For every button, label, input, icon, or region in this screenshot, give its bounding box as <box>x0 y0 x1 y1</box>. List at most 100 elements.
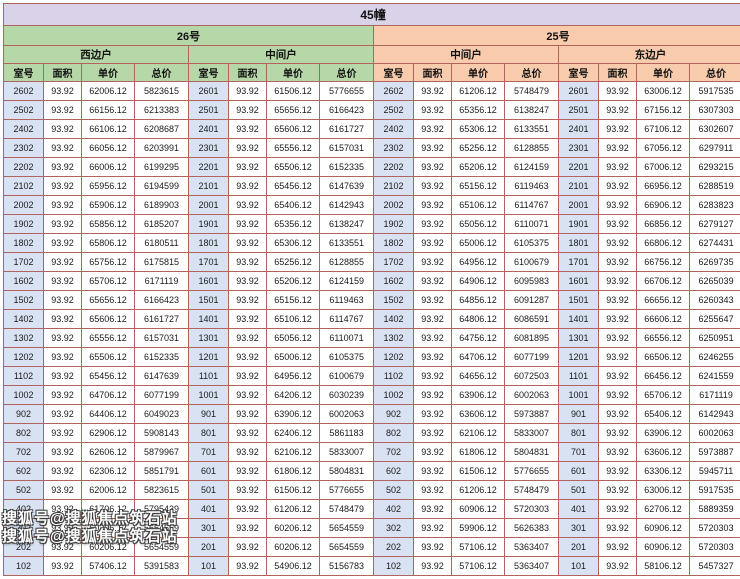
cell-total-price: 6199295 <box>135 158 189 177</box>
cell-unit-price: 61506.12 <box>267 82 320 101</box>
cell-room: 1002 <box>4 386 44 405</box>
cell-total-price: 5156783 <box>320 557 374 576</box>
cell-unit-price: 63906.12 <box>452 386 505 405</box>
cell-total-price: 6171119 <box>690 386 740 405</box>
cell-unit-price: 65606.12 <box>82 310 135 329</box>
col-header-area: 面积 <box>44 64 82 82</box>
cell-room: 501 <box>559 481 599 500</box>
cell-unit-price: 61806.12 <box>452 443 505 462</box>
cell-unit-price: 65556.12 <box>82 329 135 348</box>
cell-unit-price: 65706.12 <box>82 272 135 291</box>
cell-area: 93.92 <box>599 196 637 215</box>
cell-area: 93.92 <box>44 234 82 253</box>
cell-area: 93.92 <box>229 234 267 253</box>
cell-room: 2501 <box>559 101 599 120</box>
cell-area: 93.92 <box>414 120 452 139</box>
cell-area: 93.92 <box>414 462 452 481</box>
col-header-area: 面积 <box>414 64 452 82</box>
col-header-total-price: 总价 <box>135 64 189 82</box>
cell-unit-price: 66156.12 <box>82 101 135 120</box>
cell-area: 93.92 <box>229 348 267 367</box>
cell-room: 1201 <box>189 348 229 367</box>
cell-total-price: 5973887 <box>505 405 559 424</box>
col-header-unit-price: 单价 <box>82 64 135 82</box>
cell-area: 93.92 <box>414 557 452 576</box>
cell-unit-price: 58106.12 <box>637 557 690 576</box>
cell-unit-price: 65006.12 <box>452 234 505 253</box>
cell-area: 93.92 <box>44 329 82 348</box>
cell-unit-price: 57106.12 <box>452 557 505 576</box>
cell-total-price: 6081895 <box>505 329 559 348</box>
cell-area: 93.92 <box>414 177 452 196</box>
cell-unit-price: 65156.12 <box>452 177 505 196</box>
cell-area: 93.92 <box>599 424 637 443</box>
cell-unit-price: 62706.12 <box>637 500 690 519</box>
cell-room: 402 <box>374 500 414 519</box>
cell-area: 93.92 <box>44 291 82 310</box>
cell-total-price: 6283823 <box>690 196 740 215</box>
cell-area: 93.92 <box>599 215 637 234</box>
cell-area: 93.92 <box>414 101 452 120</box>
cell-area: 93.92 <box>599 538 637 557</box>
cell-room: 301 <box>559 519 599 538</box>
cell-area: 93.92 <box>229 196 267 215</box>
cell-area: 93.92 <box>599 234 637 253</box>
cell-total-price: 5748479 <box>320 500 374 519</box>
cell-total-price: 6293215 <box>690 158 740 177</box>
cell-room: 201 <box>189 538 229 557</box>
cell-total-price: 6002063 <box>505 386 559 405</box>
cell-room: 1601 <box>189 272 229 291</box>
cell-unit-price: 63606.12 <box>452 405 505 424</box>
cell-total-price: 6138247 <box>320 215 374 234</box>
cell-unit-price: 66756.12 <box>637 253 690 272</box>
cell-room: 2402 <box>374 120 414 139</box>
cell-total-price: 6279127 <box>690 215 740 234</box>
cell-area: 93.92 <box>44 120 82 139</box>
cell-total-price: 6250951 <box>690 329 740 348</box>
cell-unit-price: 64206.12 <box>267 386 320 405</box>
cell-room: 601 <box>559 462 599 481</box>
cell-total-price: 6161727 <box>320 120 374 139</box>
cell-total-price: 6157031 <box>135 329 189 348</box>
cell-unit-price: 61506.12 <box>452 462 505 481</box>
cell-total-price: 6100679 <box>320 367 374 386</box>
cell-unit-price: 65906.12 <box>82 196 135 215</box>
cell-total-price: 6246255 <box>690 348 740 367</box>
cell-room: 2501 <box>189 101 229 120</box>
cell-unit-price: 63006.12 <box>637 82 690 101</box>
cell-unit-price: 61806.12 <box>267 462 320 481</box>
cell-room: 1902 <box>374 215 414 234</box>
cell-area: 93.92 <box>44 519 82 538</box>
cell-total-price: 6072503 <box>505 367 559 386</box>
cell-room: 2101 <box>559 177 599 196</box>
cell-area: 93.92 <box>599 367 637 386</box>
col-header-area: 面积 <box>599 64 637 82</box>
cell-area: 93.92 <box>229 272 267 291</box>
cell-room: 701 <box>559 443 599 462</box>
cell-area: 93.92 <box>44 424 82 443</box>
cell-room: 2302 <box>4 139 44 158</box>
cell-total-price: 6152335 <box>135 348 189 367</box>
cell-unit-price: 66006.12 <box>82 158 135 177</box>
cell-unit-price: 62006.12 <box>82 82 135 101</box>
cell-unit-price: 65006.12 <box>267 348 320 367</box>
cell-total-price: 6166423 <box>135 291 189 310</box>
cell-room: 1302 <box>4 329 44 348</box>
cell-room: 1801 <box>189 234 229 253</box>
cell-unit-price: 63906.12 <box>267 405 320 424</box>
cell-room: 301 <box>189 519 229 538</box>
cell-unit-price: 65556.12 <box>267 139 320 158</box>
cell-unit-price: 65606.12 <box>267 120 320 139</box>
cell-unit-price: 65106.12 <box>452 196 505 215</box>
cell-room: 2002 <box>374 196 414 215</box>
cell-total-price: 5654559 <box>135 519 189 538</box>
cell-total-price: 5795439 <box>135 500 189 519</box>
cell-total-price: 6110071 <box>320 329 374 348</box>
cell-unit-price: 63006.12 <box>637 481 690 500</box>
cell-total-price: 6100679 <box>505 253 559 272</box>
cell-unit-price: 65106.12 <box>267 310 320 329</box>
cell-unit-price: 64956.12 <box>452 253 505 272</box>
